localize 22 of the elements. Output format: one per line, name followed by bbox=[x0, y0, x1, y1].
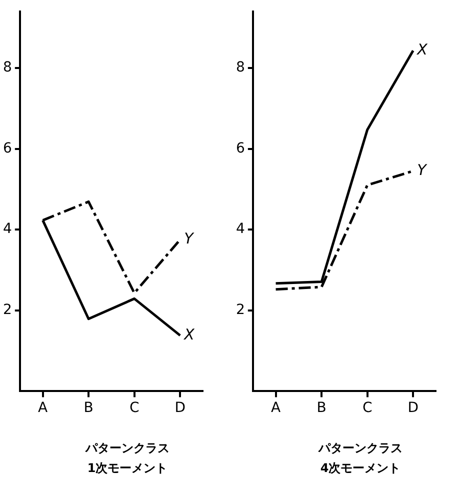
y-tick-label: 2 bbox=[236, 302, 245, 318]
x-axis-title: パターンクラス 1次モーメント bbox=[86, 440, 170, 477]
x-tick-label: A bbox=[38, 400, 48, 416]
series-label: Y bbox=[417, 160, 428, 179]
y-tick-label: 4 bbox=[236, 221, 245, 238]
y-tick-label: 8 bbox=[236, 60, 245, 76]
y-tick-label: 6 bbox=[236, 140, 245, 156]
y-tick-label: 8 bbox=[2, 60, 12, 76]
y-tick-label: 4 bbox=[2, 221, 12, 238]
x-tick-label: B bbox=[316, 400, 326, 416]
x-tick-label: C bbox=[129, 400, 140, 416]
x-tick-label: B bbox=[84, 400, 94, 416]
y-tick-label: 6 bbox=[2, 140, 12, 156]
y-tick-label: 2 bbox=[2, 302, 12, 318]
x-tick-label: D bbox=[174, 400, 186, 416]
series-label: Y bbox=[184, 230, 196, 248]
x-axis-title: パターンクラス 4次モーメント bbox=[318, 440, 402, 477]
series-label: X bbox=[416, 40, 428, 58]
x-tick-label: D bbox=[408, 400, 419, 416]
x-tick-label: C bbox=[362, 400, 372, 416]
x-tick-label: A bbox=[271, 400, 282, 416]
series-label: X bbox=[183, 325, 196, 344]
